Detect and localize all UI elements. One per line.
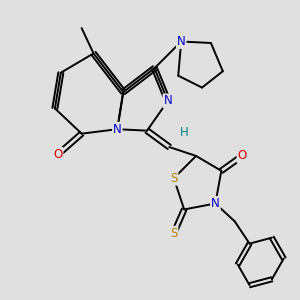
Text: N: N — [113, 123, 122, 136]
Text: O: O — [238, 149, 247, 162]
Text: O: O — [53, 148, 62, 161]
Text: H: H — [180, 126, 189, 139]
Text: S: S — [170, 172, 178, 185]
Text: N: N — [177, 35, 186, 48]
Text: N: N — [211, 197, 220, 210]
Text: S: S — [170, 227, 178, 240]
Text: N: N — [164, 94, 172, 107]
